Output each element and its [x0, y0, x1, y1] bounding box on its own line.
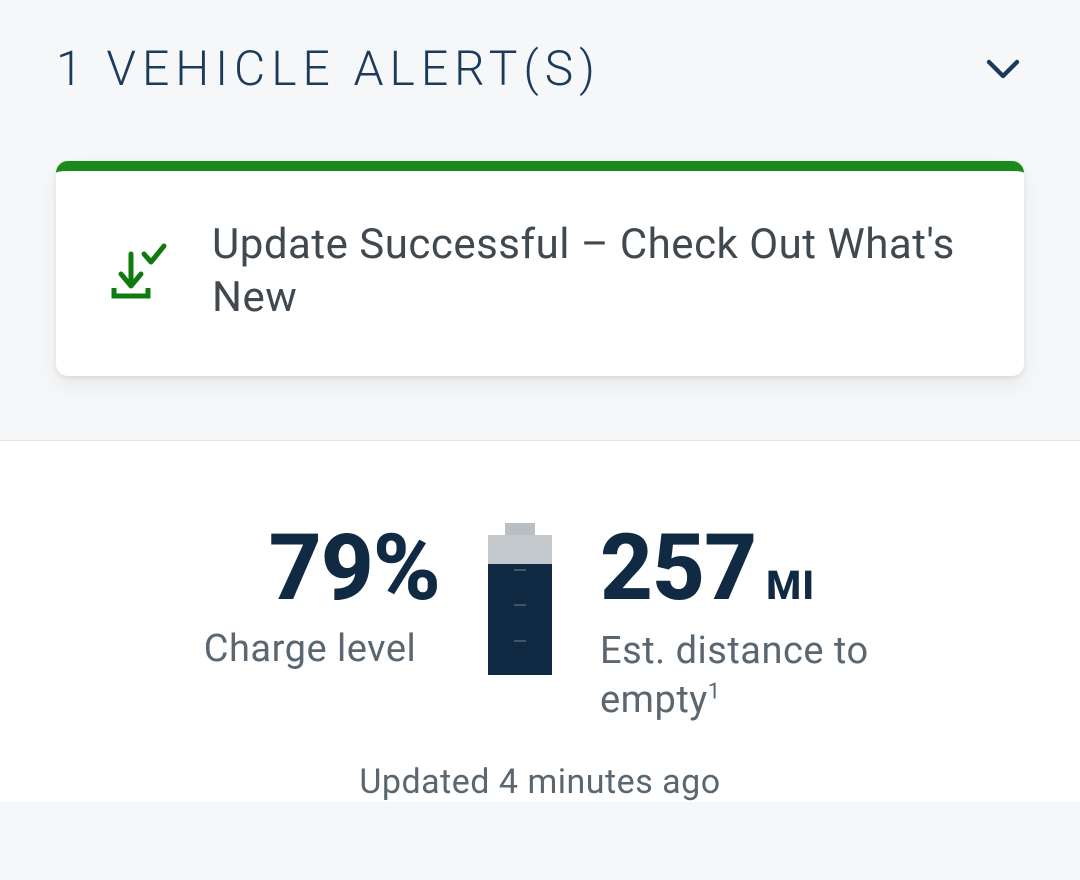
battery-icon: [488, 513, 552, 675]
charge-level-block: 79% Charge level: [180, 513, 440, 671]
vehicle-alerts-header[interactable]: 1 VEHICLE ALERT(S): [56, 40, 1024, 97]
vehicle-alerts-title: 1 VEHICLE ALERT(S): [56, 40, 601, 97]
charge-level-label: Charge level: [180, 627, 440, 671]
alert-message: Update Successful – Check Out What's New: [212, 219, 976, 324]
download-success-icon: [104, 240, 168, 304]
charge-percent-value: 79%: [180, 523, 440, 615]
app-root: 1 VEHICLE ALERT(S) U: [0, 0, 1080, 880]
chevron-down-icon: [982, 48, 1024, 90]
vehicle-status-section: 79% Charge level 257 MI Est. distance to…: [0, 441, 1080, 802]
alert-card-update-successful[interactable]: Update Successful – Check Out What's New: [56, 161, 1024, 376]
range-unit: MI: [766, 562, 815, 609]
range-label: Est. distance to empty1: [600, 627, 900, 726]
last-updated-text: Updated 4 minutes ago: [40, 762, 1040, 802]
range-value: 257: [600, 523, 756, 615]
status-row: 79% Charge level 257 MI Est. distance to…: [40, 513, 1040, 726]
vehicle-alerts-section: 1 VEHICLE ALERT(S) U: [0, 0, 1080, 440]
range-block: 257 MI Est. distance to empty1: [600, 513, 900, 726]
